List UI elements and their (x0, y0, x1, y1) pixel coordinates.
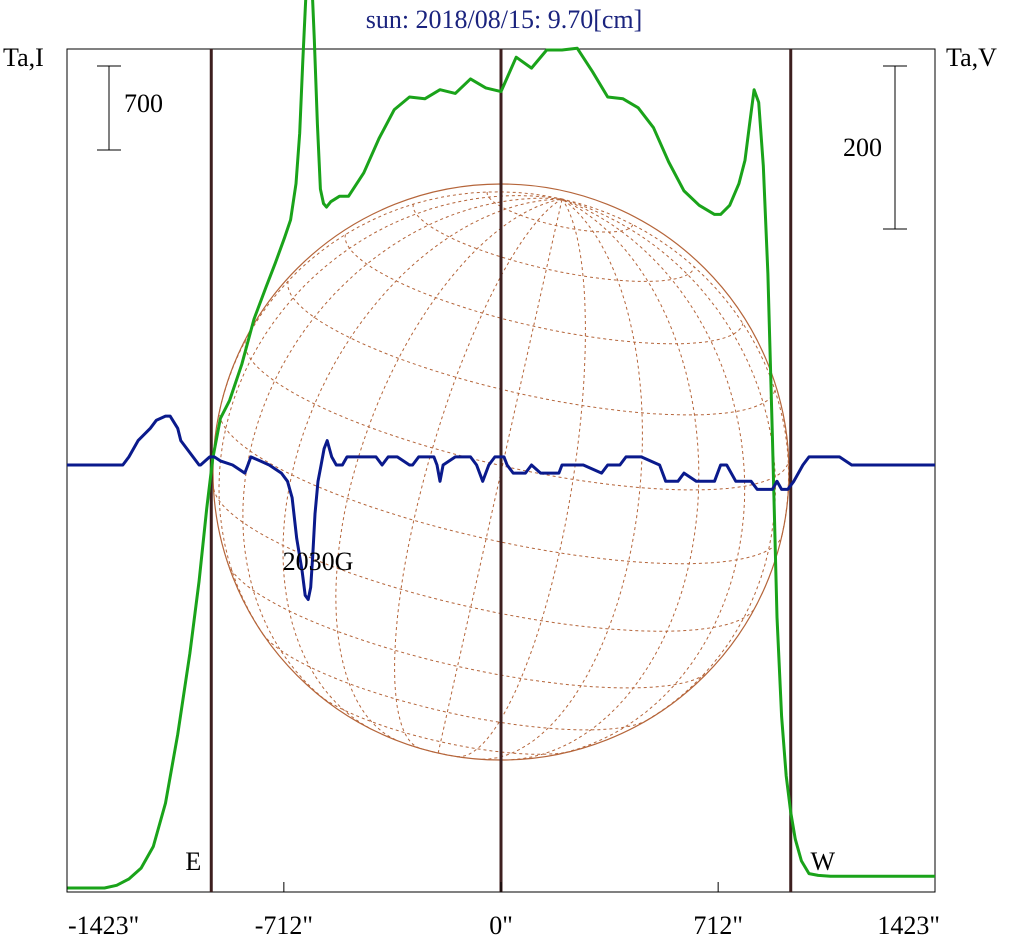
x-tick-label: 0" (489, 911, 513, 940)
disk-longitude-line (219, 191, 563, 410)
disk-longitude-line (282, 198, 563, 729)
series-layer (67, 0, 935, 890)
disk-longitude-line (553, 198, 746, 756)
disk-longitude-line (242, 197, 563, 707)
disk-longitude-line (561, 198, 790, 535)
disk-latitude-line (244, 340, 789, 491)
disk-longitude-line (511, 198, 700, 761)
scale-bar-i-label: 700 (124, 89, 163, 118)
series-line-polarization (67, 414, 935, 601)
left-axis-label: Ta,I (3, 43, 44, 72)
chart-title: sun: 2018/08/15: 9.70[cm] (366, 5, 643, 34)
active-region-annotation: 2030G (283, 547, 354, 576)
disk-latitude-line (287, 281, 776, 416)
disk-latitude-line (213, 488, 755, 632)
right-axis-label: Ta,V (946, 43, 997, 72)
x-tick-label: 712" (693, 911, 743, 940)
disk-longitude-line (457, 198, 586, 758)
series-line-intensity (67, 0, 935, 890)
disk-longitude-line (394, 198, 563, 749)
x-axis-ticks: -1423" -712" 0" 712" 1423" (66, 882, 940, 940)
disk-longitude-line (437, 198, 563, 754)
disk-longitude-line (218, 195, 563, 635)
disk-latitude-line (319, 695, 571, 755)
disk-longitude-line (482, 198, 643, 760)
x-tick-label: -712" (255, 911, 313, 940)
x-tick-label: -1423" (68, 911, 139, 940)
limb-label: W (810, 847, 835, 876)
disk-latitude-line (344, 234, 744, 345)
disk-latitude-line (412, 204, 695, 282)
disk-latitude-line (262, 633, 648, 731)
scale-bar-v-label: 200 (843, 133, 882, 162)
limb-label: E (185, 847, 201, 876)
disk-latitude-line (227, 563, 710, 689)
x-tick-label: 1423" (877, 911, 940, 940)
disk-latitude-line (486, 191, 634, 233)
scale-bars: 700 200 (97, 65, 907, 230)
